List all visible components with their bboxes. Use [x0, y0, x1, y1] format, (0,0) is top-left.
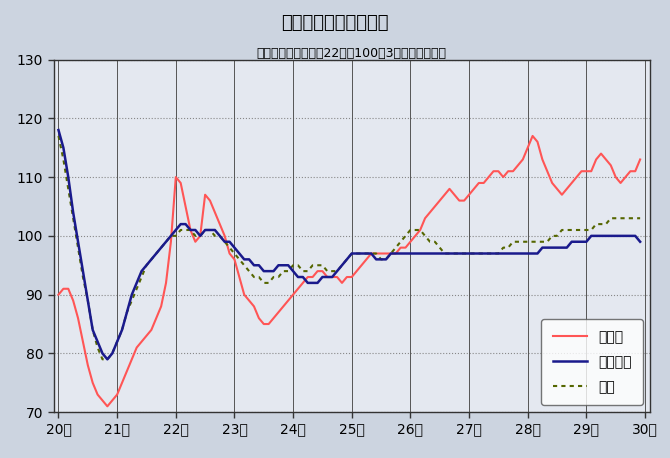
鳥取県	[216, 221, 224, 227]
Legend: 鳥取県, 中国地方, 全国: 鳥取県, 中国地方, 全国	[541, 319, 643, 405]
Text: 鉱工業生産指数の推移: 鉱工業生産指数の推移	[281, 14, 389, 32]
Line: 全国: 全国	[58, 136, 640, 359]
中国地方	[622, 233, 630, 239]
鳥取県	[382, 251, 390, 256]
鳥取県	[182, 204, 190, 209]
鳥取県	[519, 157, 527, 162]
全国	[98, 356, 107, 362]
中国地方	[103, 356, 111, 362]
鳥取県	[460, 198, 468, 203]
全国	[460, 251, 468, 256]
鳥取県	[103, 403, 111, 409]
全国	[54, 133, 62, 139]
全国	[182, 227, 190, 233]
中国地方	[216, 233, 224, 239]
中国地方	[636, 239, 644, 245]
中国地方	[382, 256, 390, 262]
中国地方	[182, 221, 190, 227]
鳥取県	[54, 292, 62, 297]
全国	[216, 233, 224, 239]
全国	[636, 215, 644, 221]
全国	[519, 239, 527, 245]
Title: （季節調整済、平成22年＝100、3ヶ月移動平均）: （季節調整済、平成22年＝100、3ヶ月移動平均）	[257, 47, 447, 60]
鳥取県	[626, 169, 634, 174]
中国地方	[54, 127, 62, 133]
全国	[622, 215, 630, 221]
鳥取県	[636, 157, 644, 162]
Line: 中国地方: 中国地方	[58, 130, 640, 359]
Line: 鳥取県: 鳥取県	[58, 136, 640, 406]
全国	[382, 256, 390, 262]
中国地方	[460, 251, 468, 256]
鳥取県	[529, 133, 537, 139]
中国地方	[519, 251, 527, 256]
